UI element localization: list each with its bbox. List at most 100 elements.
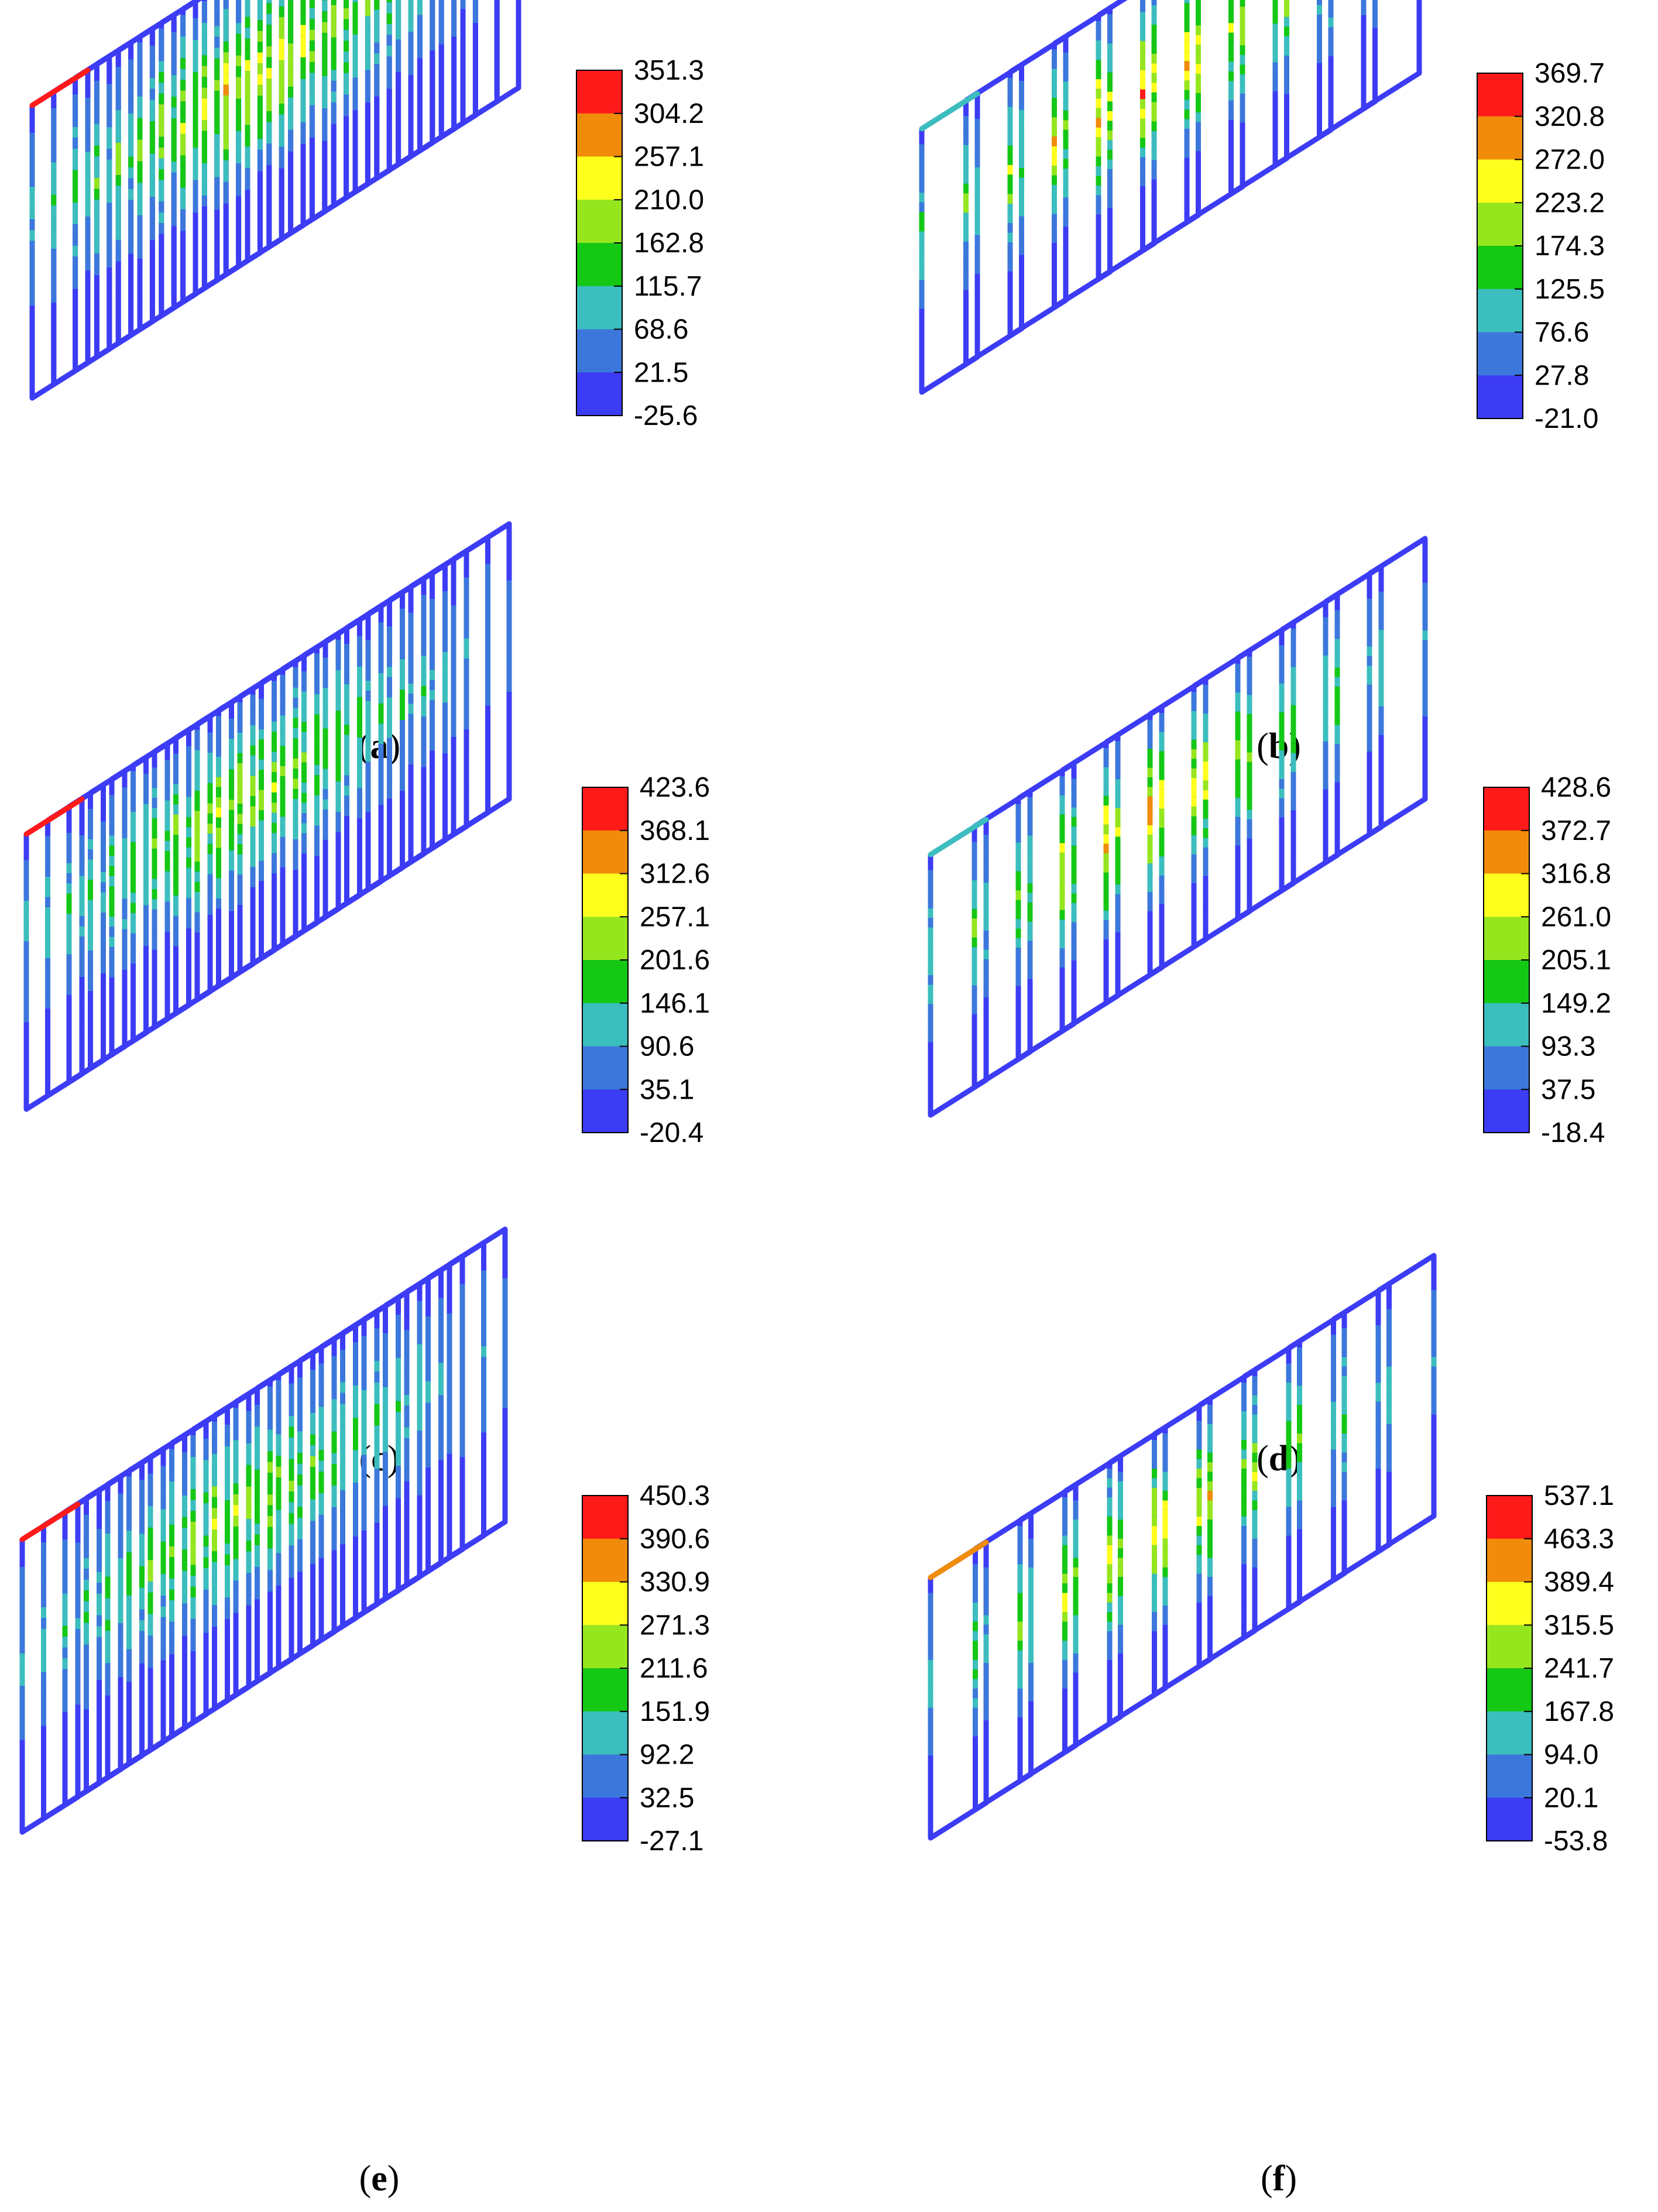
loop-frame <box>374 0 435 181</box>
loop-frame <box>1196 1367 1258 1669</box>
loop-frame <box>280 631 341 947</box>
loop-frame <box>223 0 284 277</box>
legend-tick-label: 223.2 <box>1535 187 1605 218</box>
contour-panel-b: 369.7 320.8 272.0 223.2 174.3 125.5 76.6 27.8 -2… <box>919 0 1605 766</box>
legend-swatch <box>1487 1798 1532 1841</box>
legend-tick-label: 151.9 <box>640 1696 710 1727</box>
loop-frame <box>41 1488 102 1821</box>
loop-frames <box>23 521 512 1112</box>
legend-tick-label: 257.1 <box>640 901 710 932</box>
legend-swatch <box>1477 289 1523 332</box>
legend-swatch <box>1477 203 1523 246</box>
contour-panel-c: 423.6 368.1 312.6 257.1 201.6 146.1 90.6 35.1 -2… <box>23 521 710 1479</box>
legend-tick-label: 35.1 <box>640 1074 694 1105</box>
legend-swatch <box>1484 1003 1529 1047</box>
legend: 428.6 372.7 316.8 261.0 205.1 149.2 93.3 37.5 -1… <box>1483 772 1611 1148</box>
legend-tick-label: 351.3 <box>634 55 704 86</box>
loop-frame <box>62 1474 123 1808</box>
loop-frame <box>1017 1482 1079 1784</box>
loop-frame <box>288 0 349 236</box>
loop-frame <box>425 1240 486 1573</box>
loop-frame <box>159 0 220 318</box>
legend-tick-label: 93.3 <box>1541 1031 1595 1062</box>
legend-swatch <box>582 917 628 961</box>
loop-frame <box>1103 704 1165 1006</box>
legend-swatch <box>582 830 628 874</box>
legend-swatch <box>1484 787 1529 831</box>
legend-tick-label: 271.3 <box>640 1610 710 1641</box>
legend-tick-label: 32.5 <box>640 1782 694 1813</box>
loop-frame <box>1015 760 1077 1062</box>
loop-frame <box>51 54 112 387</box>
loop-frame <box>1191 648 1252 949</box>
loop-frame <box>19 1501 81 1835</box>
legend-swatch <box>1484 830 1529 874</box>
loop-frame <box>417 0 478 153</box>
legend-tick-label: 312.6 <box>640 859 710 890</box>
loop-frame <box>1375 1253 1437 1554</box>
legend-tick-label: 304.2 <box>634 98 704 129</box>
loop-frame <box>169 1405 230 1738</box>
loop-frame <box>404 1254 465 1587</box>
legend-tick-label: 368.1 <box>640 815 710 846</box>
loop-frame <box>460 0 521 126</box>
legend-tick-label: 210.0 <box>634 184 704 215</box>
legend-swatch <box>1487 1625 1532 1669</box>
legend-swatch <box>1487 1668 1532 1712</box>
loop-frame <box>383 1268 444 1601</box>
loop-frame <box>1367 536 1428 837</box>
panel-caption: (d) <box>1257 1439 1301 1479</box>
loop-frame <box>266 0 328 249</box>
loop-frame <box>259 645 320 961</box>
legend-tick-label: -21.0 <box>1535 403 1598 434</box>
loop-frame <box>1184 0 1245 225</box>
legend-swatch <box>582 1003 628 1047</box>
legend-swatch <box>576 329 622 373</box>
loop-frame <box>1152 1396 1213 1697</box>
legend-swatch <box>576 113 622 157</box>
legend-tick-label: 174.3 <box>1535 231 1605 262</box>
legend-tick-label: 37.5 <box>1541 1074 1595 1105</box>
legend-tick-label: 261.0 <box>1541 901 1611 932</box>
loop-frame <box>973 1511 1034 1812</box>
legend-swatch <box>1484 873 1529 917</box>
loop-frame <box>1241 1339 1302 1640</box>
legend-swatch <box>576 372 622 416</box>
legend-tick-label: 167.8 <box>1544 1696 1614 1727</box>
legend-tick-label: 369.7 <box>1535 58 1605 89</box>
legend-tick-label: 205.1 <box>1541 945 1611 976</box>
loop-frame <box>1235 620 1296 921</box>
loop-frame <box>344 590 405 906</box>
contour-panel-f: 537.1 463.3 389.4 315.5 241.7 167.8 94.0 20.1 -5… <box>928 1253 1614 2199</box>
legend-tick-label: 315.5 <box>1544 1610 1614 1641</box>
legend-tick-label: 90.6 <box>640 1031 694 1062</box>
legend-tick-label: -20.4 <box>640 1117 703 1148</box>
loop-frame <box>115 12 177 346</box>
contour-panel-e: 450.3 390.6 330.9 271.3 211.6 151.9 92.2 32.5 -2… <box>19 1226 710 2199</box>
legend-tick-label: 27.8 <box>1535 360 1589 391</box>
legend-swatch <box>1487 1496 1532 1539</box>
loop-frame <box>438 0 500 139</box>
loop-frame <box>387 563 448 878</box>
loop-frame <box>361 1281 423 1615</box>
loop-frame <box>152 714 213 1030</box>
loop-frame <box>1007 34 1069 338</box>
legend-tick-label: 390.6 <box>640 1524 710 1555</box>
legend-swatch <box>576 70 622 114</box>
legend-tick-label: 372.7 <box>1541 815 1611 846</box>
legend-swatch <box>1477 246 1523 290</box>
loop-frame <box>237 659 298 975</box>
legend: 450.3 390.6 330.9 271.3 211.6 151.9 92.2 32.5 -2… <box>582 1480 710 1857</box>
legend-swatch <box>582 1711 628 1755</box>
loop-frame <box>88 755 149 1071</box>
loop-frame <box>309 0 370 222</box>
legend-swatch <box>582 1582 628 1625</box>
loop-frames <box>29 0 521 401</box>
contour-panel-d: 428.6 372.7 316.8 261.0 205.1 149.2 93.3 37.5 -1… <box>928 536 1611 1479</box>
legend-tick-label: 21.5 <box>634 357 688 388</box>
legend: 537.1 463.3 389.4 315.5 241.7 167.8 94.0 20.1 -5… <box>1486 1480 1614 1857</box>
loop-frame <box>1323 564 1384 865</box>
loop-frame <box>919 91 980 395</box>
panel-caption: (e) <box>359 2159 400 2199</box>
